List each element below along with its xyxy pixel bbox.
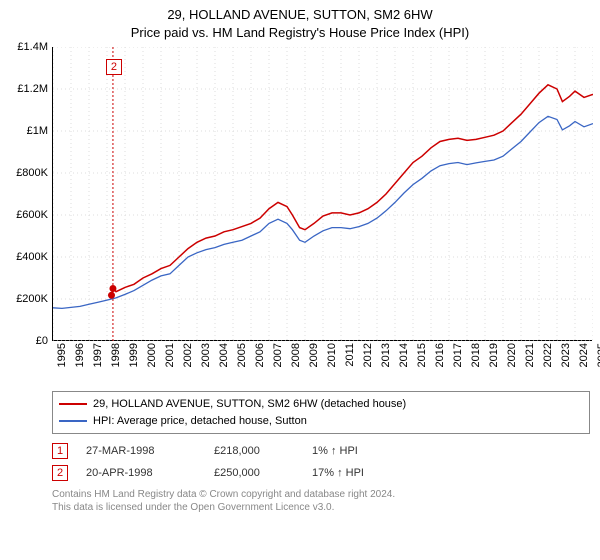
- x-tick-label: 2000: [146, 343, 158, 367]
- legend-swatch: [59, 403, 87, 405]
- sales-price: £218,000: [214, 440, 294, 462]
- x-tick-label: 2024: [578, 343, 590, 367]
- y-axis-labels: £0£200K£400K£600K£800K£1M£1.2M£1.4M: [0, 41, 52, 341]
- y-tick-label: £600K: [16, 209, 48, 221]
- sales-price: £250,000: [214, 462, 294, 484]
- x-tick-label: 1995: [56, 343, 68, 367]
- y-tick-label: £0: [36, 335, 48, 347]
- x-tick-label: 2011: [344, 343, 356, 367]
- x-tick-label: 2016: [434, 343, 446, 367]
- plot-outer: £0 £200K £400K £600K £800K £1M £1.2M £1.4M 2 19…: [0, 41, 600, 387]
- x-tick-label: 1999: [128, 343, 140, 367]
- x-tick-label: 2001: [164, 343, 176, 367]
- x-tick-label: 2025: [596, 343, 600, 367]
- x-tick-label: 2007: [272, 343, 284, 367]
- chart-callout: 2: [106, 59, 122, 75]
- title-line-2: Price paid vs. HM Land Registry's House …: [0, 24, 600, 42]
- footer-line-2: This data is licensed under the Open Gov…: [52, 501, 590, 514]
- x-tick-label: 2005: [236, 343, 248, 367]
- sales-date: 27-MAR-1998: [86, 440, 196, 462]
- plot-area: 2: [52, 47, 592, 341]
- x-tick-label: 2002: [182, 343, 194, 367]
- x-tick-label: 1996: [74, 343, 86, 367]
- title-line-1: 29, HOLLAND AVENUE, SUTTON, SM2 6HW: [0, 6, 600, 24]
- y-tick-label: £1.4M: [17, 41, 48, 53]
- sales-date: 20-APR-1998: [86, 462, 196, 484]
- sales-row: 2 20-APR-1998 £250,000 17% ↑ HPI: [52, 462, 590, 484]
- x-tick-label: 2012: [362, 343, 374, 367]
- y-tick-label: £800K: [16, 167, 48, 179]
- sales-pct: 1% ↑ HPI: [312, 440, 402, 462]
- x-tick-label: 2015: [416, 343, 428, 367]
- x-axis-labels: 1995 1996 1997 1998 1999 2000 2001 2002 2003 2004…: [52, 343, 592, 387]
- x-tick-label: 2003: [200, 343, 212, 367]
- sales-marker: 2: [52, 465, 68, 481]
- sales-marker: 1: [52, 443, 68, 459]
- x-tick-label: 2004: [218, 343, 230, 367]
- chart-svg: [53, 47, 593, 341]
- x-tick-label: 2006: [254, 343, 266, 367]
- x-tick-label: 2020: [506, 343, 518, 367]
- x-tick-label: 2013: [380, 343, 392, 367]
- y-tick-label: £400K: [16, 251, 48, 263]
- legend: 29, HOLLAND AVENUE, SUTTON, SM2 6HW (det…: [52, 391, 590, 434]
- x-tick-label: 2014: [398, 343, 410, 367]
- x-tick-label: 2023: [560, 343, 572, 367]
- footer-line-1: Contains HM Land Registry data © Crown c…: [52, 488, 590, 501]
- x-tick-label: 2010: [326, 343, 338, 367]
- x-tick-label: 2021: [524, 343, 536, 367]
- legend-swatch: [59, 420, 87, 422]
- chart-container: 29, HOLLAND AVENUE, SUTTON, SM2 6HW Pric…: [0, 0, 600, 514]
- y-tick-label: £1M: [27, 125, 48, 137]
- x-tick-label: 1997: [92, 343, 104, 367]
- y-tick-label: £200K: [16, 293, 48, 305]
- legend-row: HPI: Average price, detached house, Sutt…: [59, 413, 583, 430]
- x-tick-label: 1998: [110, 343, 122, 367]
- title-block: 29, HOLLAND AVENUE, SUTTON, SM2 6HW Pric…: [0, 0, 600, 41]
- sales-table: 1 27-MAR-1998 £218,000 1% ↑ HPI 2 20-APR-1998…: [52, 440, 590, 484]
- x-tick-label: 2017: [452, 343, 464, 367]
- legend-label: 29, HOLLAND AVENUE, SUTTON, SM2 6HW (det…: [93, 396, 406, 413]
- y-tick-label: £1.2M: [17, 83, 48, 95]
- footer-note: Contains HM Land Registry data © Crown c…: [52, 488, 590, 514]
- legend-label: HPI: Average price, detached house, Sutt…: [93, 413, 307, 430]
- legend-row: 29, HOLLAND AVENUE, SUTTON, SM2 6HW (det…: [59, 396, 583, 413]
- sales-row: 1 27-MAR-1998 £218,000 1% ↑ HPI: [52, 440, 590, 462]
- x-tick-label: 2022: [542, 343, 554, 367]
- x-tick-label: 2008: [290, 343, 302, 367]
- sales-pct: 17% ↑ HPI: [312, 462, 402, 484]
- x-tick-label: 2009: [308, 343, 320, 367]
- x-tick-label: 2019: [488, 343, 500, 367]
- x-tick-label: 2018: [470, 343, 482, 367]
